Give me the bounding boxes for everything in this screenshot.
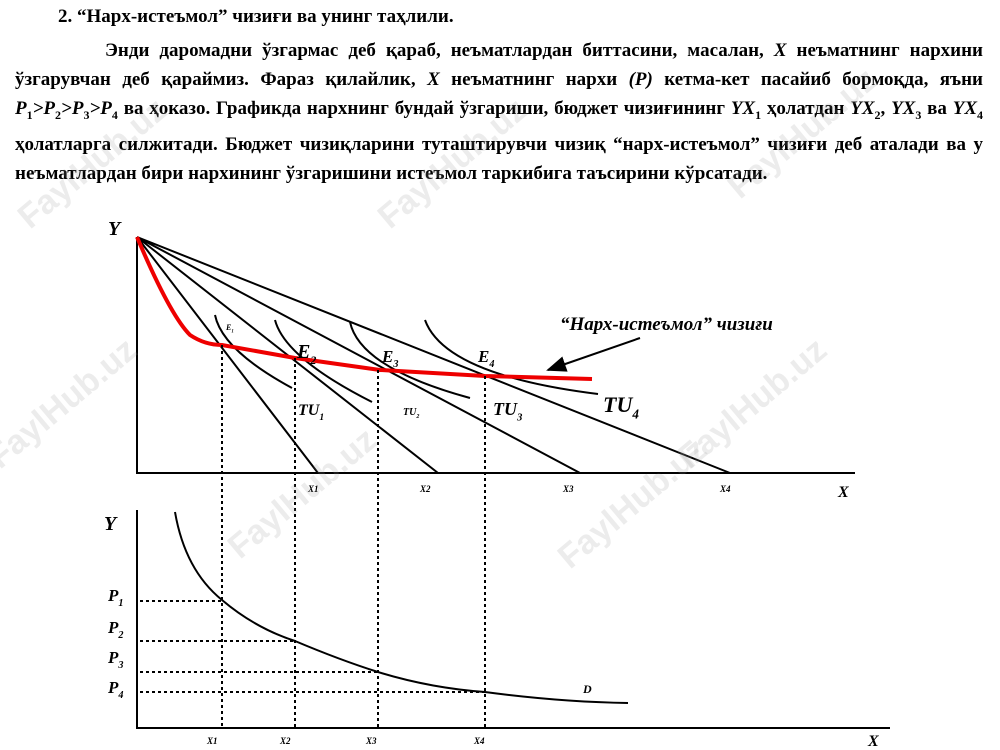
axis xyxy=(136,510,890,729)
text-run: 2 xyxy=(874,107,881,122)
text-run: , xyxy=(880,98,892,119)
point-label-sub: 4 xyxy=(488,359,494,370)
indifference-curve xyxy=(214,314,293,389)
utility-label: TU2 xyxy=(403,407,419,420)
price-label-sub: 2 xyxy=(117,630,123,641)
text-run: неъматнинг нархи xyxy=(439,69,629,90)
x-mark: X1 xyxy=(206,736,218,746)
price-label-base: P xyxy=(107,586,119,605)
utility-label-base: TU xyxy=(493,399,518,419)
text-run: 1 xyxy=(755,107,762,122)
point-label-base: E xyxy=(225,323,231,332)
arrow xyxy=(546,337,641,372)
point-label-base: E xyxy=(381,347,393,366)
point-label: E3 xyxy=(381,347,398,370)
bottom-axes xyxy=(136,510,890,729)
text-run: YX xyxy=(850,98,875,119)
text-run: X xyxy=(427,69,440,90)
point-label-sub: 2 xyxy=(309,353,316,367)
x-mark: X4 xyxy=(719,484,731,494)
point-label-base: E xyxy=(477,347,489,366)
text-run: 2 xyxy=(55,107,62,122)
utility-label-base: TU xyxy=(403,407,417,418)
utility-label-sub: 2 xyxy=(415,414,419,420)
text-run: YX xyxy=(952,98,977,119)
watermark: FaylHub.uz xyxy=(221,420,384,566)
watermark: FaylHub.uz xyxy=(671,330,834,476)
utility-label: TU3 xyxy=(493,399,523,423)
utility-label: TU1 xyxy=(298,402,324,423)
price-label-sub: 1 xyxy=(118,598,123,609)
x-mark: X3 xyxy=(562,484,574,494)
price-label: P3 xyxy=(107,648,123,671)
text-run: YX xyxy=(730,98,756,119)
utility-label-sub: 4 xyxy=(631,407,639,422)
text-run: 3 xyxy=(83,107,90,122)
price-label: P2 xyxy=(107,618,123,641)
axis-label: Y xyxy=(104,513,118,535)
indifference-curve xyxy=(424,319,599,395)
text-run: X xyxy=(773,40,787,61)
watermark: FaylHub.uz xyxy=(0,330,144,476)
heading: 2. “Нарх-истеъмол” чизиғи ва унинг таҳли… xyxy=(58,6,454,27)
axis-label: Y xyxy=(108,218,122,240)
price-label-base: P xyxy=(107,678,119,697)
text-run: 3 xyxy=(915,107,922,122)
curve-label: D xyxy=(582,682,592,696)
top-axes xyxy=(136,236,855,474)
watermark: FaylHub.uz xyxy=(371,90,534,236)
text-run: ва xyxy=(921,98,953,119)
text-run: >P xyxy=(32,98,56,119)
text-run: (P) xyxy=(628,69,653,90)
text-run: 1 xyxy=(26,107,33,122)
x-mark: X1 xyxy=(307,484,319,494)
point-label-sub: 3 xyxy=(392,359,398,370)
point-label-sub: 1 xyxy=(231,329,233,334)
price-label-base: P xyxy=(107,648,119,667)
indifference-curve xyxy=(349,321,471,399)
utility-label-base: TU xyxy=(603,392,633,417)
point-label: E4 xyxy=(477,347,494,370)
text-run: >P xyxy=(89,98,112,119)
utility-label-base: TU xyxy=(298,402,321,419)
price-label-sub: 4 xyxy=(117,690,123,701)
utility-label: TU4 xyxy=(603,392,639,422)
text-run: 4 xyxy=(111,107,118,122)
text-run: P xyxy=(15,98,27,119)
dotted-lines xyxy=(140,345,486,728)
x-mark: X2 xyxy=(419,484,431,494)
utility-label-sub: 1 xyxy=(319,412,324,423)
x-mark: X3 xyxy=(365,736,377,746)
text-run: неъматнинг нархини ўзгарувчан деб қарайм… xyxy=(15,40,984,90)
x-mark: X4 xyxy=(473,736,485,746)
point-label: E2 xyxy=(296,341,316,367)
point-label-base: E xyxy=(296,341,310,363)
axis-label: X xyxy=(837,484,849,501)
paragraph: Энди даромадни ўзгармас деб қараб, неъма… xyxy=(15,36,983,188)
text-run: YX xyxy=(891,98,916,119)
text-run: 4 xyxy=(977,107,983,122)
watermark: FaylHub.uz xyxy=(11,90,174,236)
price-label-base: P xyxy=(107,618,119,637)
point-label: E1 xyxy=(225,323,234,334)
curve-label: “Нарх-истеъмол” чизиғи xyxy=(560,314,773,335)
axis xyxy=(136,237,855,474)
utility-label-sub: 3 xyxy=(516,411,523,423)
text-run: Энди даромадни ўзгармас деб қараб, неъма… xyxy=(105,40,774,61)
text-run: ва ҳоказо. Графикда нархнинг бундай ўзга… xyxy=(117,98,731,119)
text-run: ҳолатларга силжитади. Бюджет чизиқларини… xyxy=(15,133,983,184)
budget-lines xyxy=(136,236,731,474)
price-label: P4 xyxy=(107,678,123,701)
price-label-sub: 3 xyxy=(117,660,123,671)
demand-curve xyxy=(174,511,629,704)
text-run: кетма-кет пасайиб бормоқда, яъни xyxy=(652,69,983,90)
text-run: ҳолатдан xyxy=(761,98,851,119)
price-label: P1 xyxy=(107,586,123,609)
watermark: FaylHub.uz xyxy=(721,60,884,206)
axis-label: X xyxy=(867,733,879,750)
text-run: >P xyxy=(61,98,84,119)
x-mark: X2 xyxy=(279,736,291,746)
